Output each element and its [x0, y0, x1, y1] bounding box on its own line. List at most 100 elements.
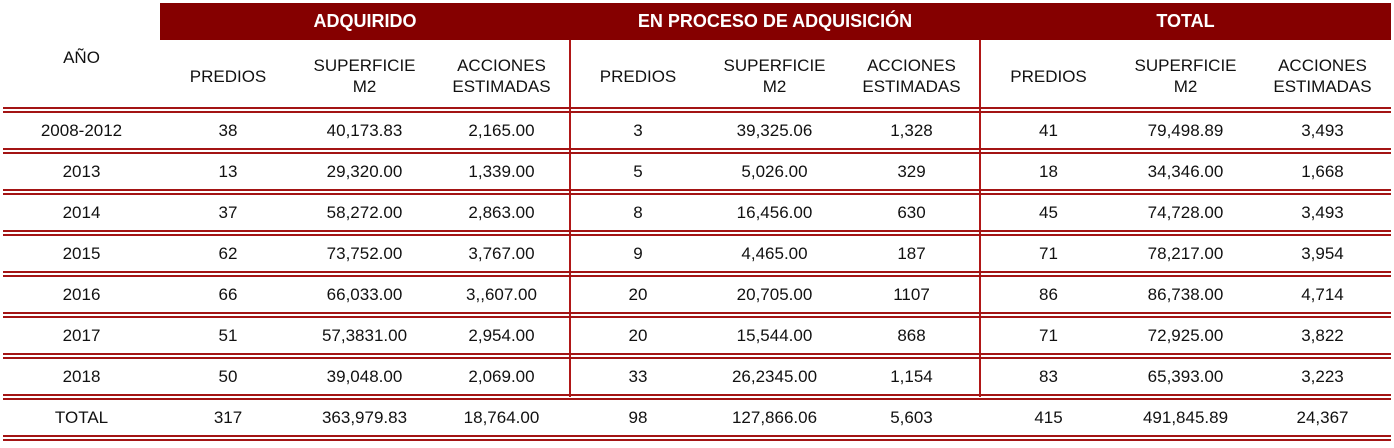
cell-total-superficie: 79,498.89	[1147, 121, 1224, 140]
cell-year: 2015	[62, 244, 101, 263]
group-separator-2	[979, 40, 981, 397]
cell-total-acciones: 3,223	[1301, 367, 1344, 386]
cell-total-superficie: 65,393.00	[1147, 367, 1224, 386]
cell-adq-acciones: 2,165.00	[468, 121, 535, 140]
cell-total-predios: 45	[1039, 203, 1058, 222]
cell-adq-superficie: 58,272.00	[326, 203, 403, 222]
table-row: 2017 51 57,3831.00 2,954.00 20 15,544.00…	[0, 318, 1394, 354]
cell-proc-acciones: 1,154	[890, 367, 933, 386]
year-column-header: AÑO	[3, 40, 160, 75]
cell-proc-superficie: 20,705.00	[736, 285, 813, 304]
cell-adq-superficie: 66,033.00	[326, 285, 403, 304]
cell-adq-acciones: 18,764.00	[463, 408, 540, 427]
cell-year: 2008-2012	[40, 121, 123, 140]
subheader-total-superficie: SUPERFICIE M2	[1134, 56, 1237, 96]
table-row: 2016 66 66,033.00 3,,607.00 20 20,705.00…	[0, 277, 1394, 313]
table-row: 2018 50 39,048.00 2,069.00 33 26,2345.00…	[0, 359, 1394, 395]
cell-adq-acciones: 1,339.00	[468, 162, 535, 181]
cell-adq-acciones: 2,863.00	[468, 203, 535, 222]
cell-total-predios: 18	[1039, 162, 1058, 181]
cell-adq-acciones: 2,069.00	[468, 367, 535, 386]
cell-total-predios: 83	[1039, 367, 1058, 386]
cell-adq-predios: 13	[218, 162, 238, 181]
subheader-proc-superficie: SUPERFICIE M2	[723, 56, 826, 96]
cell-year: 2017	[62, 326, 101, 345]
cell-proc-superficie: 39,325.06	[736, 121, 813, 140]
cell-total-predios: 86	[1039, 285, 1058, 304]
cell-year: 2014	[62, 203, 101, 222]
cell-adq-predios: 317	[213, 408, 243, 427]
cell-proc-superficie: 26,2345.00	[731, 367, 818, 386]
cell-proc-acciones: 187	[897, 244, 926, 263]
cell-proc-superficie: 15,544.00	[736, 326, 813, 345]
cell-total-superficie: 34,346.00	[1147, 162, 1224, 181]
cell-proc-predios: 20	[628, 326, 648, 345]
cell-total-predios: 71	[1039, 244, 1058, 263]
cell-total-acciones: 3,493	[1301, 121, 1344, 140]
cell-proc-acciones: 1107	[893, 285, 930, 304]
cell-proc-predios: 33	[628, 367, 648, 386]
cell-total-label: TOTAL	[54, 408, 109, 427]
subheader-adq-superficie: SUPERFICIE M2	[313, 56, 416, 96]
cell-total-predios: 415	[1034, 408, 1063, 427]
table-row: 2013 13 29,320.00 1,339.00 5 5,026.00 32…	[0, 154, 1394, 190]
rule-bottom	[3, 435, 1391, 441]
cell-adq-superficie: 57,3831.00	[321, 326, 408, 345]
total-row: TOTAL 317 363,979.83 18,764.00 98 127,86…	[0, 400, 1394, 436]
cell-total-predios: 71	[1039, 326, 1058, 345]
cell-year: 2013	[62, 162, 101, 181]
cell-proc-acciones: 5,603	[890, 408, 933, 427]
cell-proc-superficie: 5,026.00	[741, 162, 808, 181]
subheader-total-predios: PREDIOS	[1010, 66, 1087, 86]
cell-total-superficie: 74,728.00	[1147, 203, 1224, 222]
group-header-adquirido: ADQUIRIDO	[160, 3, 570, 40]
cell-proc-superficie: 16,456.00	[736, 203, 813, 222]
rule-above-total	[3, 394, 1391, 400]
rule-under-header	[3, 107, 1391, 113]
cell-total-acciones: 4,714	[1301, 285, 1344, 304]
cell-total-acciones: 3,822	[1301, 326, 1344, 345]
cell-proc-acciones: 1,328	[890, 121, 933, 140]
cell-proc-predios: 8	[633, 203, 643, 222]
cell-year: 2018	[62, 367, 101, 386]
subheader-adq-acciones: ACCIONES ESTIMADAS	[452, 56, 551, 96]
row-divider	[3, 271, 1391, 277]
cell-adq-superficie: 40,173.83	[326, 121, 403, 140]
cell-total-acciones: 1,668	[1301, 162, 1344, 181]
cell-proc-predios: 3	[633, 121, 643, 140]
cell-proc-superficie: 4,465.00	[741, 244, 808, 263]
cell-adq-acciones: 3,767.00	[468, 244, 535, 263]
cell-adq-acciones: 2,954.00	[468, 326, 535, 345]
cell-total-superficie: 72,925.00	[1147, 326, 1224, 345]
cell-total-acciones: 3,954	[1301, 244, 1344, 263]
group-header-total: TOTAL	[980, 3, 1391, 40]
cell-proc-superficie: 127,866.06	[731, 408, 818, 427]
group-header-en-proceso: EN PROCESO DE ADQUISICIÓN	[570, 3, 980, 40]
cell-proc-predios: 5	[633, 162, 643, 181]
cell-total-superficie: 78,217.00	[1147, 244, 1224, 263]
cell-proc-acciones: 868	[897, 326, 926, 345]
row-divider	[3, 353, 1391, 359]
cell-adq-predios: 38	[218, 121, 238, 140]
cell-total-acciones: 24,367	[1296, 408, 1349, 427]
row-divider	[3, 189, 1391, 195]
cell-total-predios: 41	[1039, 121, 1058, 140]
cell-proc-predios: 9	[633, 244, 643, 263]
cell-adq-predios: 51	[218, 326, 238, 345]
cell-adq-predios: 50	[218, 367, 238, 386]
cell-adq-superficie: 29,320.00	[326, 162, 403, 181]
year-header-label: AÑO	[63, 48, 100, 67]
cell-adq-superficie: 39,048.00	[326, 367, 403, 386]
subheader-total-acciones: ACCIONES ESTIMADAS	[1273, 56, 1372, 96]
table-row: 2014 37 58,272.00 2,863.00 8 16,456.00 6…	[0, 195, 1394, 231]
cell-adq-acciones: 3,,607.00	[466, 285, 537, 304]
table-row: 2015 62 73,752.00 3,767.00 9 4,465.00 18…	[0, 236, 1394, 272]
cell-proc-acciones: 630	[897, 203, 926, 222]
subheader-adq-predios: PREDIOS	[189, 66, 267, 86]
cell-adq-superficie: 73,752.00	[326, 244, 403, 263]
cell-proc-predios: 98	[628, 408, 648, 427]
cell-adq-predios: 66	[218, 285, 238, 304]
cell-adq-superficie: 363,979.83	[321, 408, 408, 427]
cell-adq-predios: 62	[218, 244, 238, 263]
subheader-proc-predios: PREDIOS	[599, 66, 677, 86]
